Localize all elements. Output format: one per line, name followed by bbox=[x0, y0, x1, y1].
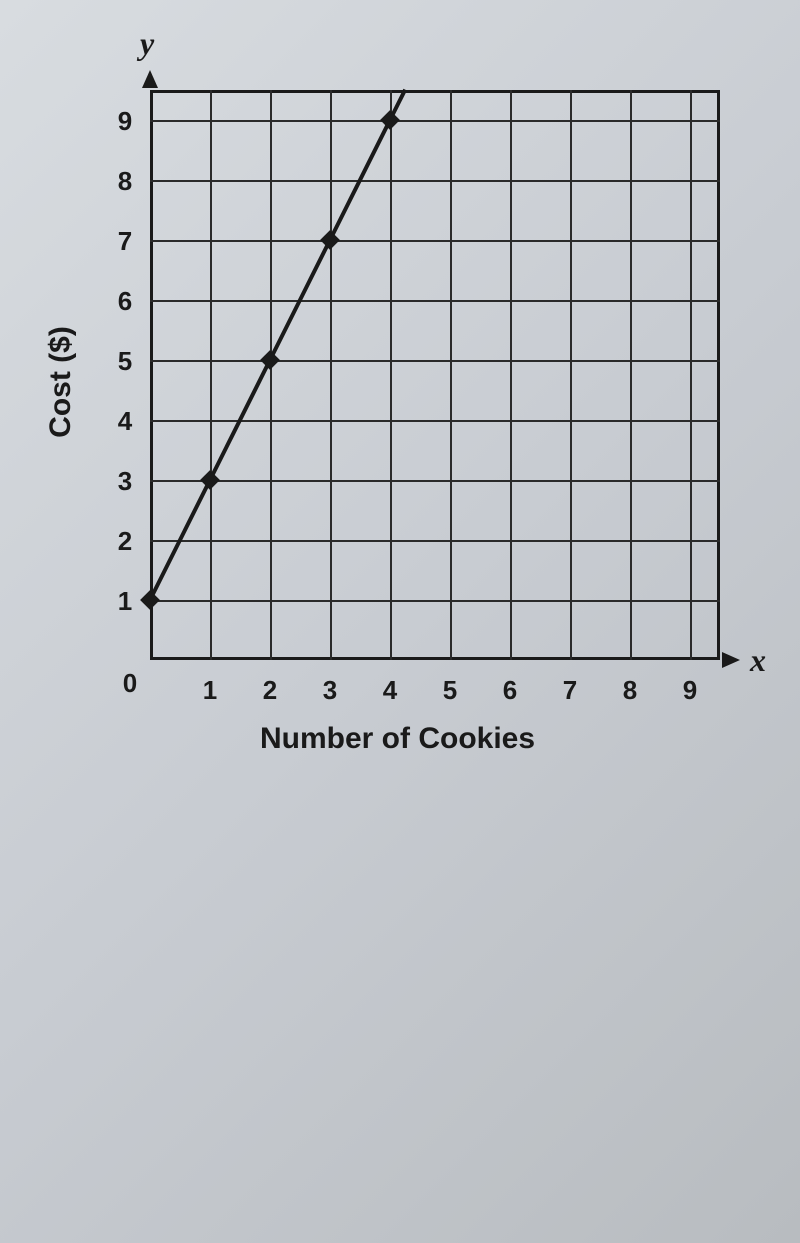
grid-line-vertical bbox=[570, 90, 572, 660]
grid-line-horizontal bbox=[150, 360, 720, 362]
grid-line-vertical bbox=[390, 90, 392, 660]
grid-line-vertical bbox=[690, 90, 692, 660]
x-axis-arrow bbox=[722, 652, 740, 668]
chart-container: y Cost ($) 0 1 2 3 4 5 6 7 8 9 1 2 3 4 5 6 7 8 9 Number … bbox=[20, 20, 780, 820]
plot-border bbox=[150, 90, 720, 660]
grid-line-horizontal bbox=[150, 540, 720, 542]
grid-line-vertical bbox=[450, 90, 452, 660]
grid-line-horizontal bbox=[150, 240, 720, 242]
y-tick-label: 7 bbox=[115, 226, 135, 257]
x-tick-label: 4 bbox=[380, 675, 400, 706]
grid-line-horizontal bbox=[150, 180, 720, 182]
y-axis-title: Cost ($) bbox=[44, 326, 78, 438]
x-tick-label: 3 bbox=[320, 675, 340, 706]
grid-line-vertical bbox=[210, 90, 212, 660]
grid-line-horizontal bbox=[150, 600, 720, 602]
x-tick-label: 6 bbox=[500, 675, 520, 706]
y-axis-symbol: y bbox=[140, 25, 154, 62]
x-tick-label: 7 bbox=[560, 675, 580, 706]
y-tick-label: 8 bbox=[115, 166, 135, 197]
grid-line-vertical bbox=[270, 90, 272, 660]
y-tick-label: 2 bbox=[115, 526, 135, 557]
grid-line-horizontal bbox=[150, 120, 720, 122]
grid-line-vertical bbox=[510, 90, 512, 660]
origin-label: 0 bbox=[120, 668, 140, 699]
x-tick-label: 2 bbox=[260, 675, 280, 706]
y-axis-arrow bbox=[142, 70, 158, 88]
y-tick-label: 5 bbox=[115, 346, 135, 377]
y-tick-label: 1 bbox=[115, 586, 135, 617]
y-tick-label: 3 bbox=[115, 466, 135, 497]
x-tick-label: 8 bbox=[620, 675, 640, 706]
grid-line-vertical bbox=[330, 90, 332, 660]
y-tick-label: 9 bbox=[115, 106, 135, 137]
x-axis-symbol: x bbox=[750, 642, 766, 679]
grid-line-vertical bbox=[630, 90, 632, 660]
y-tick-label: 6 bbox=[115, 286, 135, 317]
x-tick-label: 9 bbox=[680, 675, 700, 706]
grid-line-horizontal bbox=[150, 480, 720, 482]
x-axis-title: Number of Cookies bbox=[260, 722, 535, 756]
x-tick-label: 1 bbox=[200, 675, 220, 706]
x-tick-label: 5 bbox=[440, 675, 460, 706]
y-tick-label: 4 bbox=[115, 406, 135, 437]
grid-line-horizontal bbox=[150, 300, 720, 302]
